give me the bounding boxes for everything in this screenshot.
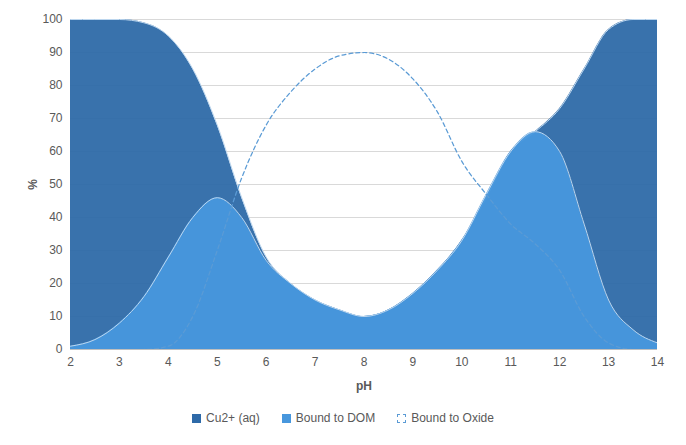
svg-text:0: 0 <box>56 342 63 356</box>
svg-text:70: 70 <box>49 111 63 125</box>
svg-text:11: 11 <box>505 355 518 369</box>
svg-text:80: 80 <box>49 78 63 92</box>
svg-text:13: 13 <box>602 355 616 369</box>
svg-text:50: 50 <box>49 177 63 191</box>
svg-text:6: 6 <box>263 355 270 369</box>
svg-text:12: 12 <box>553 355 567 369</box>
svg-text:20: 20 <box>49 276 63 290</box>
svg-text:3: 3 <box>116 355 123 369</box>
svg-text:10: 10 <box>49 309 63 323</box>
svg-text:100: 100 <box>42 12 62 26</box>
svg-text:4: 4 <box>165 355 172 369</box>
html-text:Cu2+ (aq): Cu2+ (aq) <box>206 411 260 425</box>
svg-text:60: 60 <box>49 144 63 158</box>
svg-text:5: 5 <box>214 355 221 369</box>
html-text:Bound to Oxide: Bound to Oxide <box>411 411 494 425</box>
svg-text:8: 8 <box>361 355 368 369</box>
svg-text:%: % <box>26 179 40 190</box>
svg-text:40: 40 <box>49 210 63 224</box>
svg-text:2: 2 <box>67 355 74 369</box>
svg-text:9: 9 <box>410 355 417 369</box>
svg-text:pH: pH <box>356 379 372 393</box>
svg-text:7: 7 <box>312 355 319 369</box>
svg-text:14: 14 <box>651 355 665 369</box>
svg-text:90: 90 <box>49 45 63 59</box>
svg-text:30: 30 <box>49 243 63 257</box>
html-text:Bound to DOM: Bound to DOM <box>295 411 376 425</box>
svg-text:10: 10 <box>455 355 469 369</box>
